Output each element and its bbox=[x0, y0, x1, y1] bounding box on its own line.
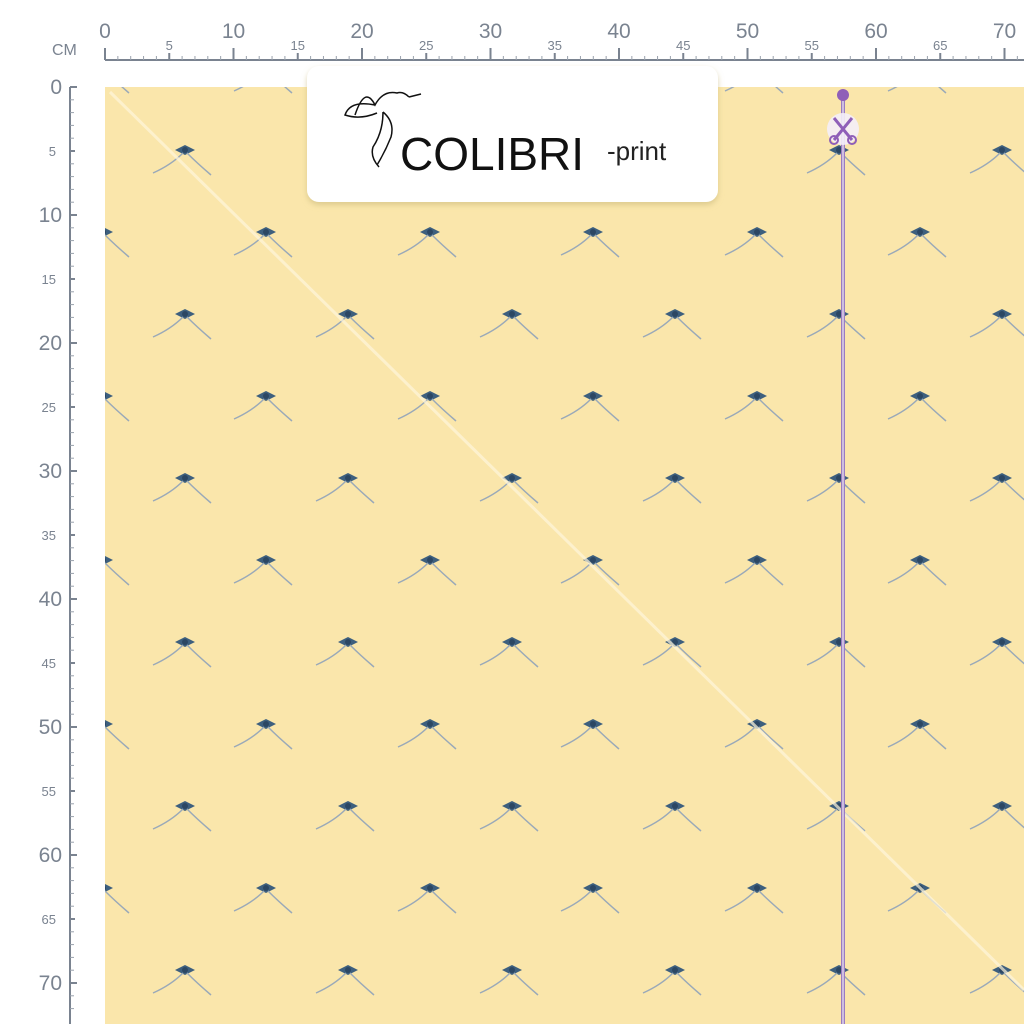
left-ruler-label: 55 bbox=[42, 784, 56, 799]
top-ruler-label: 15 bbox=[291, 38, 305, 53]
left-ruler-label: 60 bbox=[39, 844, 62, 867]
logo-name: COLIBRI bbox=[400, 128, 584, 180]
top-ruler-label: 0 bbox=[99, 20, 111, 43]
left-ruler-label: 10 bbox=[39, 204, 62, 227]
repeat-guide bbox=[108, 90, 1024, 992]
scissors-icon[interactable] bbox=[827, 113, 859, 145]
left-ruler-label: 50 bbox=[39, 716, 62, 739]
bow-pattern bbox=[105, 87, 1024, 1024]
cut-handle[interactable] bbox=[837, 89, 849, 101]
top-ruler-label: 45 bbox=[676, 38, 690, 53]
left-ruler-label: 5 bbox=[49, 144, 56, 159]
left-ruler-label: 45 bbox=[42, 656, 56, 671]
left-ruler-label: 15 bbox=[42, 272, 56, 287]
top-ruler-label: 10 bbox=[222, 20, 245, 43]
top-ruler-label: 40 bbox=[607, 20, 630, 43]
top-ruler-label: 70 bbox=[993, 20, 1016, 43]
top-ruler-label: 55 bbox=[805, 38, 819, 53]
logo-suffix: -print bbox=[607, 136, 667, 166]
top-ruler-label: 35 bbox=[548, 38, 562, 53]
top-ruler-label: 30 bbox=[479, 20, 502, 43]
rulers: CM 0 5 10 15 20 25 30 35 40 45 50 55 60 65 70 0 5 10 15 20 2… bbox=[39, 20, 1024, 1024]
unit-label: CM bbox=[52, 42, 77, 59]
left-ruler-label: 40 bbox=[39, 588, 62, 611]
left-ruler-label: 0 bbox=[50, 76, 62, 99]
top-ruler-label: 25 bbox=[419, 38, 433, 53]
left-ruler-label: 65 bbox=[42, 912, 56, 927]
left-ruler-label: 35 bbox=[42, 528, 56, 543]
left-ruler-label: 25 bbox=[42, 400, 56, 415]
top-ruler-label: 65 bbox=[933, 38, 947, 53]
top-ruler-label: 60 bbox=[864, 20, 887, 43]
left-ruler-label: 30 bbox=[39, 460, 62, 483]
logo-card: COLIBRI -print bbox=[307, 66, 718, 202]
hummingbird-icon bbox=[344, 91, 422, 168]
top-ruler-label: 50 bbox=[736, 20, 759, 43]
left-ruler-label: 20 bbox=[39, 332, 62, 355]
top-ruler-label: 20 bbox=[350, 20, 373, 43]
top-ruler-label: 5 bbox=[166, 38, 173, 53]
left-ruler-label: 70 bbox=[39, 972, 62, 995]
